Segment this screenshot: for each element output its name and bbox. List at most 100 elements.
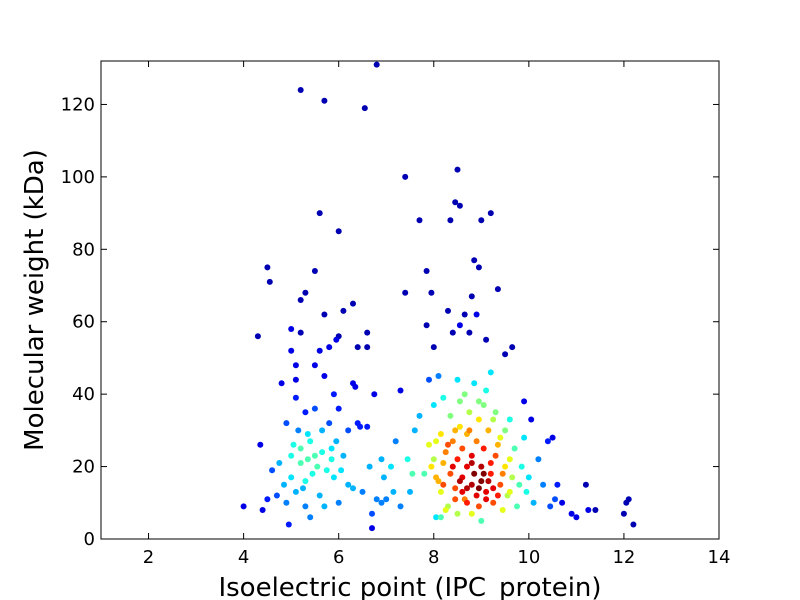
data-point: [456, 398, 463, 405]
y-tick-label: 80: [72, 239, 95, 260]
data-point: [445, 307, 451, 314]
data-point: [304, 456, 311, 463]
data-point: [473, 492, 480, 499]
data-point: [304, 431, 311, 437]
data-point: [494, 286, 501, 293]
data-point: [316, 210, 323, 217]
data-point: [480, 470, 487, 477]
data-point: [459, 445, 466, 452]
data-point: [452, 427, 459, 434]
data-point: [321, 373, 328, 379]
data-point: [490, 499, 497, 506]
data-point: [478, 478, 485, 485]
data-point: [352, 383, 359, 390]
x-tick-label: 10: [517, 547, 540, 568]
data-point: [269, 467, 276, 474]
data-point: [475, 398, 482, 405]
data-point: [506, 488, 513, 495]
data-point: [483, 488, 490, 495]
data-point: [468, 481, 475, 488]
data-point: [559, 499, 566, 506]
data-point: [338, 467, 345, 474]
data-point: [456, 322, 463, 329]
data-point: [437, 488, 444, 495]
data-point: [456, 202, 463, 209]
data-point: [585, 507, 592, 513]
data-point: [288, 474, 295, 481]
y-axis-title: Molecular weight (kDa): [20, 149, 50, 451]
data-point: [288, 326, 295, 332]
data-point: [316, 492, 323, 499]
data-point: [514, 503, 520, 510]
data-point: [630, 521, 637, 528]
data-point: [345, 427, 352, 434]
data-point: [483, 387, 490, 394]
data-point: [490, 416, 497, 423]
data-point: [426, 376, 432, 383]
data-point: [328, 456, 335, 463]
x-tick-label: 8: [428, 547, 439, 568]
data-point: [518, 463, 525, 470]
data-point: [302, 289, 309, 296]
data-point: [456, 423, 463, 430]
data-point: [552, 496, 558, 503]
data-point: [466, 409, 473, 416]
data-point: [390, 488, 397, 495]
axis-ticks: 2 4 6 8 10 12 14 0 20 40 60 80 100 120: [61, 61, 730, 568]
data-point: [461, 391, 468, 398]
data-point: [506, 416, 513, 423]
data-point: [478, 217, 485, 224]
data-point: [468, 293, 475, 300]
data-point: [509, 344, 516, 351]
data-point: [373, 61, 380, 68]
data-point: [335, 228, 342, 235]
data-point: [292, 376, 299, 383]
data-point: [264, 264, 271, 271]
data-point: [409, 470, 416, 477]
data-point: [430, 402, 437, 408]
data-point: [449, 438, 456, 445]
data-point: [442, 507, 449, 513]
data-point: [295, 427, 302, 434]
data-point: [266, 278, 273, 285]
data-point: [573, 514, 580, 521]
data-point: [547, 503, 554, 510]
x-tick-label: 12: [612, 547, 635, 568]
data-point: [464, 463, 470, 470]
data-point: [485, 478, 492, 485]
data-point: [328, 445, 335, 452]
data-point: [297, 460, 304, 466]
data-point: [311, 452, 318, 459]
data-point: [378, 456, 385, 463]
data-point: [354, 344, 361, 351]
data-point: [281, 481, 287, 488]
data-points: [240, 61, 637, 532]
data-point: [285, 521, 292, 528]
data-point: [582, 481, 589, 488]
data-point: [283, 420, 290, 427]
data-point: [497, 481, 504, 488]
data-point: [471, 380, 478, 387]
data-point: [335, 405, 342, 412]
data-point: [307, 438, 314, 445]
data-point: [392, 438, 399, 445]
data-point: [483, 336, 490, 343]
data-point: [423, 268, 430, 274]
data-point: [340, 452, 347, 459]
data-point: [466, 427, 473, 434]
data-point: [523, 488, 530, 495]
data-point: [292, 488, 299, 495]
data-point: [625, 496, 632, 503]
data-point: [440, 460, 447, 466]
data-point: [321, 97, 328, 104]
x-axis-title: Isoelectric point (IPC_protein): [218, 573, 601, 600]
data-point: [311, 362, 318, 369]
data-point: [473, 311, 480, 318]
data-point: [473, 438, 480, 445]
data-point: [435, 373, 442, 379]
data-point: [311, 405, 318, 412]
data-point: [511, 445, 518, 452]
data-point: [350, 485, 356, 492]
data-point: [502, 463, 509, 470]
